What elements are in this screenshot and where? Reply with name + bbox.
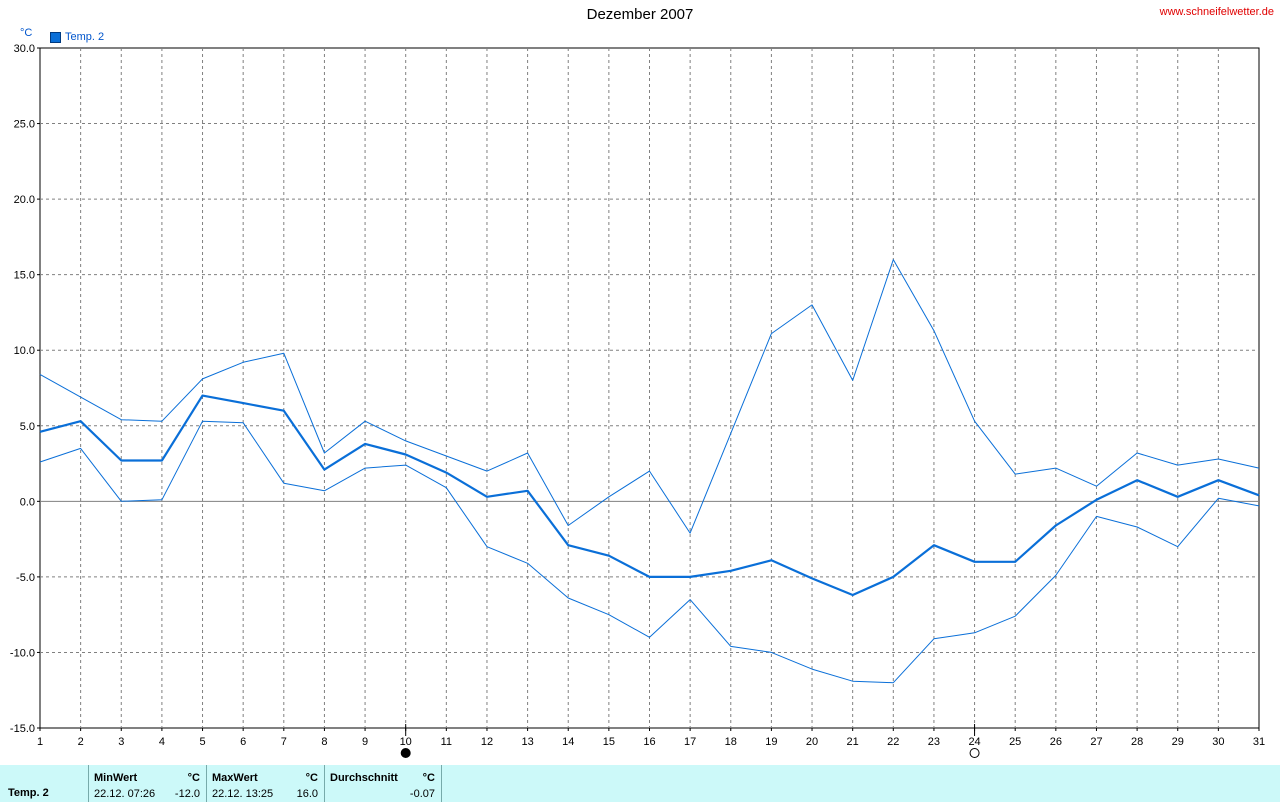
legend: Temp. 2 <box>50 31 104 43</box>
avg-unit: °C <box>422 772 435 784</box>
x-tick-label: 30 <box>1212 736 1224 748</box>
x-tick-label: 23 <box>928 736 940 748</box>
x-tick-label: 4 <box>159 736 165 748</box>
x-tick-label: 17 <box>684 736 696 748</box>
y-tick-label: 25.0 <box>14 119 35 131</box>
series-line-mean <box>39 394 1260 597</box>
x-tick-label: 22 <box>887 736 899 748</box>
avg-value: -0.07 <box>409 788 435 800</box>
y-tick-label: 10.0 <box>14 345 35 357</box>
x-tick-label: 31 <box>1253 736 1265 748</box>
x-tick-label: 25 <box>1009 736 1021 748</box>
min-unit: °C <box>187 772 200 784</box>
max-unit: °C <box>305 772 318 784</box>
x-tick-label: 24 <box>968 736 980 748</box>
min-time: 22.12. 07:26 <box>94 788 156 800</box>
legend-swatch <box>50 31 61 43</box>
y-tick-label: -5.0 <box>16 572 35 584</box>
site-link[interactable]: www.schneifelwetter.de <box>1159 6 1274 18</box>
x-tick-label: 19 <box>765 736 777 748</box>
max-time: 22.12. 13:25 <box>212 788 274 800</box>
y-axis-unit: °C <box>20 27 33 39</box>
max-value: 16.0 <box>296 788 318 800</box>
stats-label-cell: Temp. 2 <box>0 765 89 802</box>
x-tick-label: 16 <box>643 736 655 748</box>
x-tick-label: 3 <box>118 736 124 748</box>
stats-row-label: Temp. 2 <box>8 787 49 799</box>
x-tick-label: 27 <box>1090 736 1102 748</box>
chart-title: Dezember 2007 <box>586 6 694 23</box>
x-tick-label: 9 <box>362 736 368 748</box>
stats-bar: Temp. 2 MinWert °C 22.12. 07:26 -12.0 Ma… <box>0 765 1280 802</box>
y-tick-label: -15.0 <box>10 723 35 735</box>
x-tick-label: 29 <box>1172 736 1184 748</box>
y-tick-label: 0.0 <box>20 496 35 508</box>
y-tick-label: 15.0 <box>14 270 35 282</box>
new-moon-icon <box>400 748 411 758</box>
x-tick-label: 1 <box>37 736 43 748</box>
min-cell: MinWert °C 22.12. 07:26 -12.0 <box>88 765 207 802</box>
x-tick-label: 2 <box>78 736 84 748</box>
x-tick-label: 15 <box>603 736 615 748</box>
x-tick-label: 18 <box>725 736 737 748</box>
avg-cell: Durchschnitt °C -0.07 <box>324 765 442 802</box>
chart-svg: 30.0 25.0 20.0 15.0 10.0 5.0 0.0 -5.0 -10.0 -15.0… <box>10 43 1265 758</box>
series-line-min <box>39 420 1260 684</box>
x-tick-label: 26 <box>1050 736 1062 748</box>
x-tick-label: 20 <box>806 736 818 748</box>
x-tick-label: 5 <box>199 736 205 748</box>
min-value: -12.0 <box>174 788 200 800</box>
max-cell: MaxWert °C 22.12. 13:25 16.0 <box>206 765 325 802</box>
full-moon-icon <box>969 748 980 758</box>
x-tick-label: 7 <box>281 736 287 748</box>
y-tick-label: 20.0 <box>14 194 35 206</box>
max-header: MaxWert <box>212 772 258 784</box>
x-tick-label: 13 <box>521 736 533 748</box>
x-tick-label: 28 <box>1131 736 1143 748</box>
x-tick-label: 8 <box>321 736 327 748</box>
min-header: MinWert <box>94 772 138 784</box>
x-tick-label: 14 <box>562 736 574 748</box>
x-tick-label: 10 <box>400 736 412 748</box>
y-tick-label: 5.0 <box>20 421 35 433</box>
x-tick-label: 12 <box>481 736 493 748</box>
legend-label: Temp. 2 <box>65 31 105 43</box>
x-tick-label: 6 <box>240 736 246 748</box>
avg-header: Durchschnitt <box>330 772 398 784</box>
y-tick-label: -10.0 <box>10 647 35 659</box>
series-line-max <box>39 259 1260 534</box>
y-tick-label: 30.0 <box>14 43 35 55</box>
x-tick-label: 11 <box>441 736 452 748</box>
x-tick-label: 21 <box>847 736 859 748</box>
